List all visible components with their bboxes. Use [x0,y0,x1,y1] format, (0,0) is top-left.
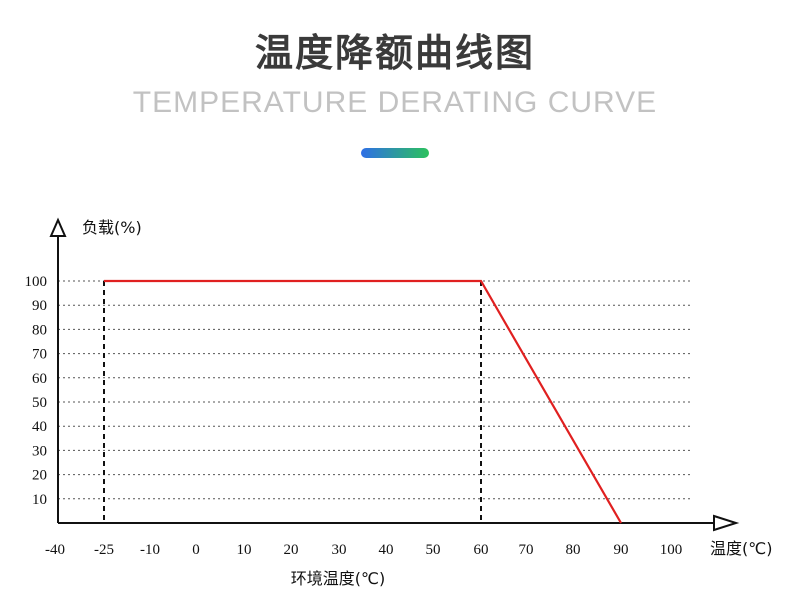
x-tick-label: -25 [94,542,114,558]
x-tick-label: -10 [140,542,160,558]
y-tick-label: 60 [32,371,47,387]
y-tick-label: 90 [32,298,47,314]
x-tick-label: 70 [519,542,534,558]
accent-bar [361,148,429,158]
x-tick-label: 90 [614,542,629,558]
y-tick-label: 80 [32,322,47,338]
x-tick-label: 10 [237,542,252,558]
x-tick-label: 60 [474,542,489,558]
x-axis-arrow [713,514,740,532]
page-subtitle: TEMPERATURE DERATING CURVE [132,86,658,119]
y-axis-label: 负载(%) [82,218,142,237]
y-tick-label: 100 [25,274,48,290]
y-axis-arrow [49,217,67,237]
x-tick-label: 30 [332,542,347,558]
y-tick-label: 30 [32,443,47,459]
y-tick-label: 20 [32,468,47,484]
x-tick-label: 0 [192,542,200,558]
x-tick-label: 20 [284,542,299,558]
y-tick-label: 10 [32,492,47,508]
x-tick-label: 50 [426,542,441,558]
derating-curve [104,279,622,524]
x-tick-label: -40 [45,542,65,558]
y-tick-label: 50 [32,395,47,411]
x-tick-label: 80 [566,542,581,558]
page-title: 温度降额曲线图 [254,31,535,75]
y-tick-label: 70 [32,347,47,363]
x-axis-label: 环境温度(℃) [291,569,385,588]
y-tick-label: 40 [32,419,47,435]
x-tick-label: 100 [660,542,683,558]
x-axis-end-label: 温度(℃) [710,539,772,558]
x-tick-label: 40 [379,542,394,558]
